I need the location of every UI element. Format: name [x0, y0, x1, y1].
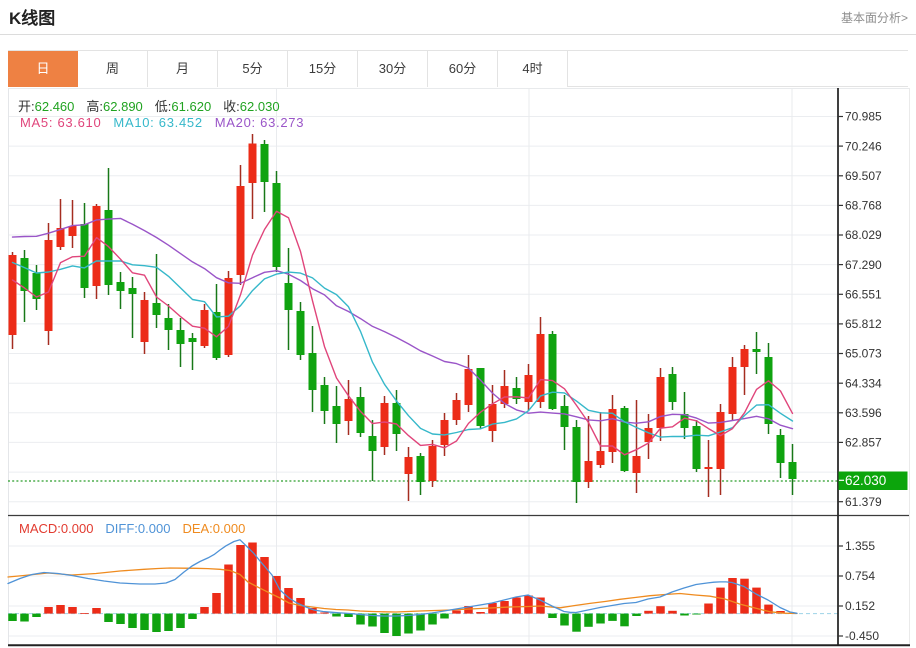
svg-text:69.507: 69.507 [845, 169, 882, 183]
svg-text:63.596: 63.596 [845, 406, 882, 420]
svg-text:70.985: 70.985 [845, 110, 882, 124]
svg-text:-0.450: -0.450 [845, 629, 879, 643]
svg-text:66.551: 66.551 [845, 288, 882, 302]
svg-text:68.029: 68.029 [845, 228, 882, 242]
svg-text:67.290: 67.290 [845, 258, 882, 272]
svg-text:62.030: 62.030 [845, 473, 886, 488]
svg-text:70.246: 70.246 [845, 139, 882, 153]
svg-text:65.812: 65.812 [845, 317, 882, 331]
svg-text:61.379: 61.379 [845, 495, 882, 509]
svg-text:65.073: 65.073 [845, 347, 882, 361]
svg-text:0.152: 0.152 [845, 599, 875, 613]
svg-text:0.754: 0.754 [845, 569, 875, 583]
svg-text:64.334: 64.334 [845, 376, 882, 390]
svg-text:62.857: 62.857 [845, 436, 882, 450]
svg-text:1.355: 1.355 [845, 539, 875, 553]
svg-text:68.768: 68.768 [845, 199, 882, 213]
